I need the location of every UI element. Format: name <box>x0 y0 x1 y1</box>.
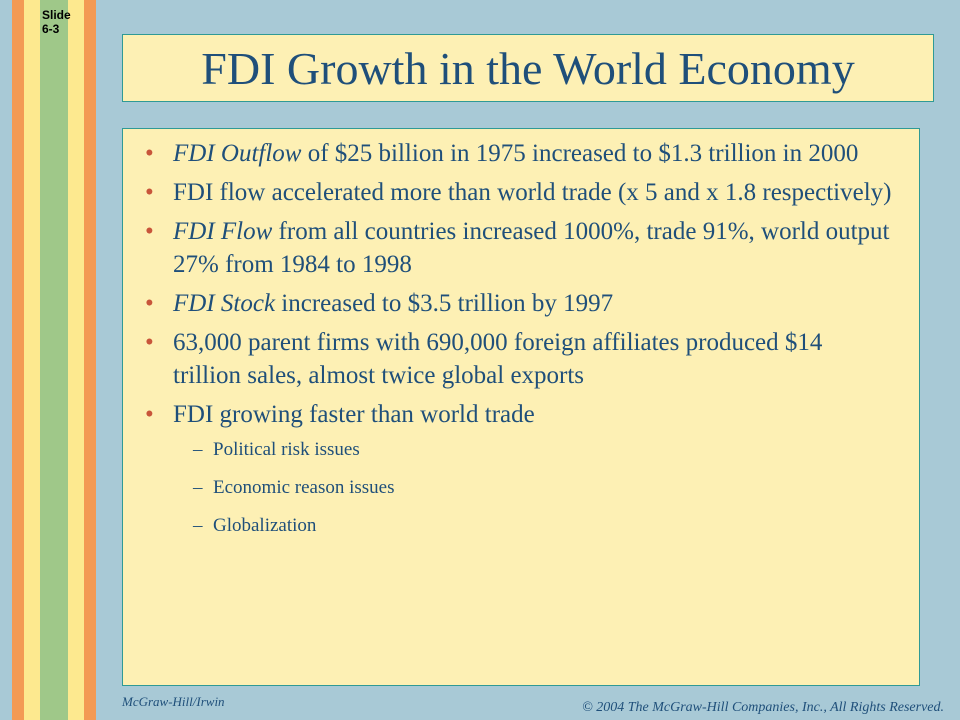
bullet-text: 63,000 parent firms with 690,000 foreign… <box>173 329 823 389</box>
publisher-footer: McGraw-Hill/Irwin <box>122 694 225 709</box>
sub-bullet-text: Political risk issues <box>213 439 360 460</box>
bullet-icon: • <box>145 140 154 167</box>
decor-stripe-yellow-right <box>68 0 84 720</box>
bullet-text: of $25 billion in 1975 increased to $1.3… <box>301 140 859 167</box>
sub-bullet-item: – Political risk issues <box>193 437 919 462</box>
title-box: FDI Growth in the World Economy <box>122 34 934 102</box>
sub-bullet-item: – Globalization <box>193 513 919 538</box>
decor-stripe-orange-right <box>84 0 96 720</box>
sub-bullet-item: – Economic reason issues <box>193 475 919 500</box>
bullet-item: • FDI growing faster than world trade <box>143 398 893 431</box>
bullet-emphasis: FDI Stock <box>173 290 276 317</box>
bullet-item: • FDI Outflow of $25 billion in 1975 incr… <box>143 137 893 170</box>
content-box: • FDI Outflow of $25 billion in 1975 incr… <box>122 128 920 686</box>
sub-bullet-text: Globalization <box>213 515 317 536</box>
bullet-emphasis: FDI Outflow <box>173 140 302 167</box>
decor-stripe-green <box>40 0 68 720</box>
bullet-item: • FDI Stock increased to $3.5 trillion by… <box>143 287 893 320</box>
bullet-text: increased to $3.5 trillion by 1997 <box>275 290 614 317</box>
bullet-item: • FDI Flow from all countries increased 1… <box>143 215 893 281</box>
bullet-emphasis: FDI Flow <box>173 218 273 245</box>
dash-icon: – <box>193 439 203 460</box>
bullet-item: • FDI flow accelerated more than world tr… <box>143 176 893 209</box>
sub-bullet-text: Economic reason issues <box>213 477 395 498</box>
bullet-text: FDI growing faster than world trade <box>173 401 535 428</box>
bullet-icon: • <box>145 179 154 206</box>
bullet-icon: • <box>145 218 154 245</box>
bullet-icon: • <box>145 329 154 356</box>
bullet-item: • 63,000 parent firms with 690,000 foreig… <box>143 326 893 392</box>
dash-icon: – <box>193 477 203 498</box>
bullet-icon: • <box>145 290 154 317</box>
bullet-text: FDI flow accelerated more than world tra… <box>173 179 892 206</box>
slide-number: Slide 6-3 <box>42 8 71 36</box>
bullet-icon: • <box>145 401 154 428</box>
sub-bullet-list: – Political risk issues – Economic reason … <box>123 437 919 538</box>
copyright-footer: © 2004 The McGraw-Hill Companies, Inc., … <box>582 700 944 715</box>
bullet-list: • FDI Outflow of $25 billion in 1975 incr… <box>123 129 919 431</box>
decor-stripe-orange-left <box>12 0 24 720</box>
slide-title: FDI Growth in the World Economy <box>201 42 855 94</box>
slide-number-text: Slide 6-3 <box>42 8 71 36</box>
bullet-text: from all countries increased 1000%, trad… <box>173 218 890 278</box>
decor-stripe-yellow-left <box>24 0 40 720</box>
dash-icon: – <box>193 515 203 536</box>
